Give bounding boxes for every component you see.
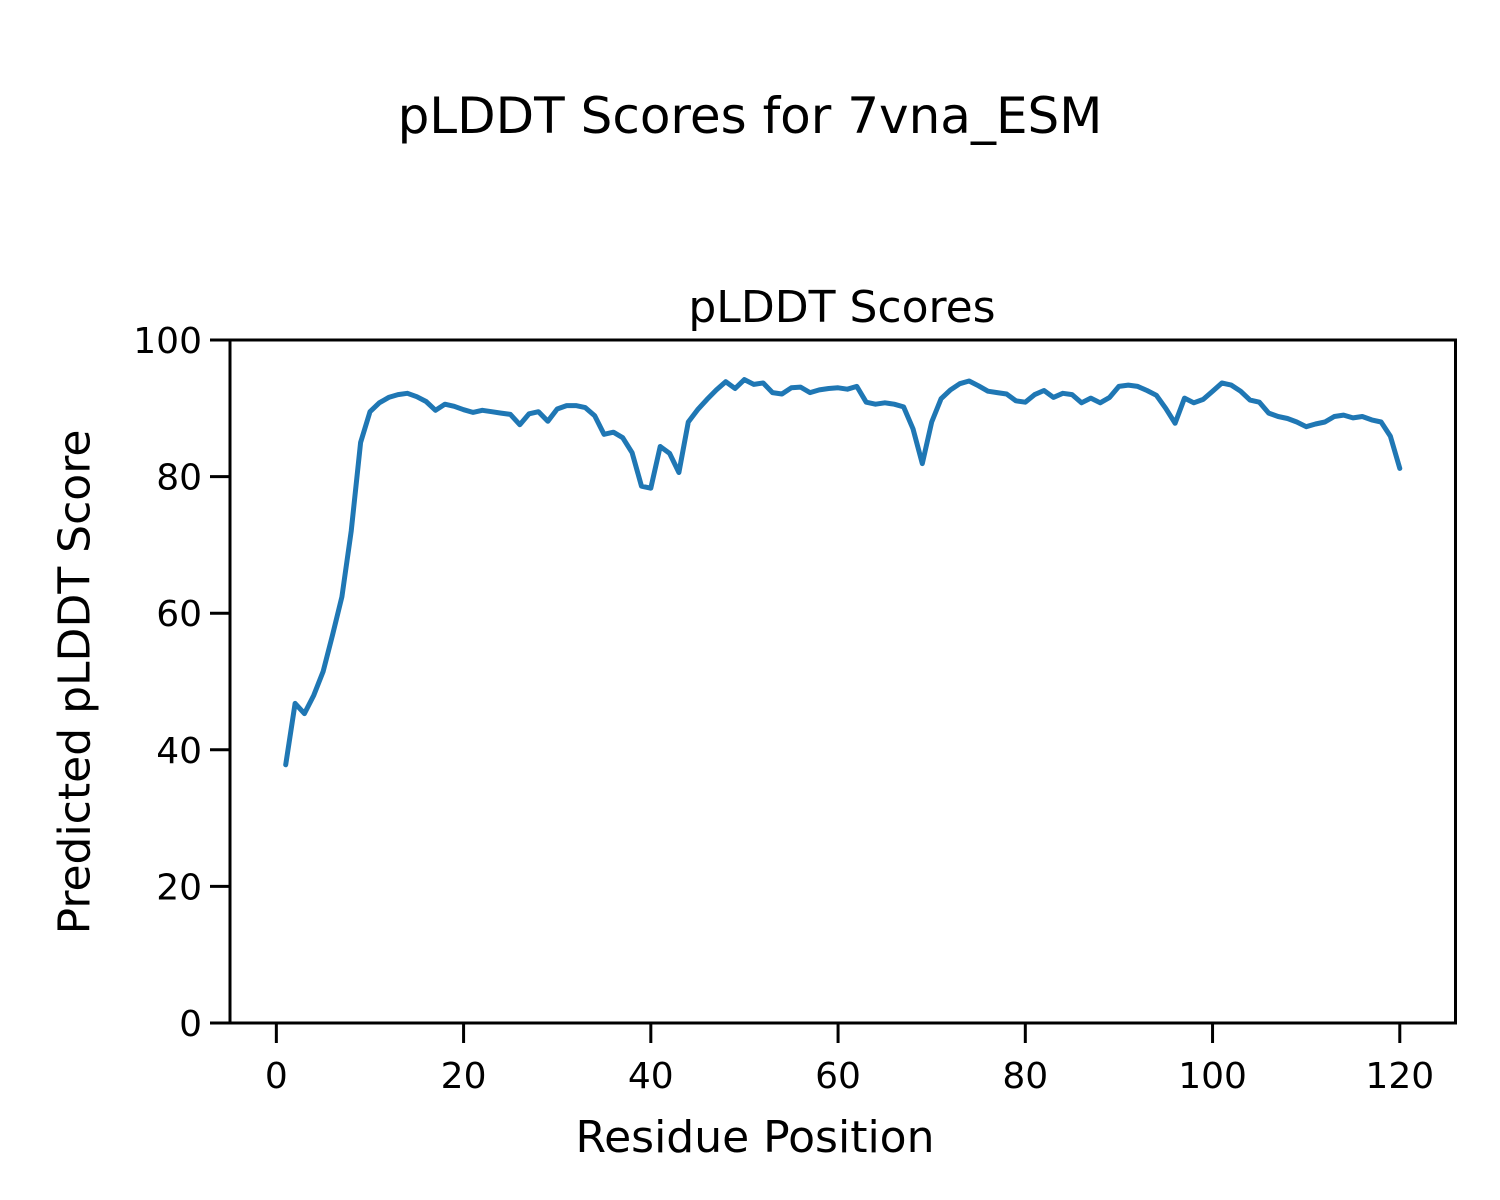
ticks-layer: 0 20 40 60 80 100 120 0 20 40 60 80 100 <box>133 321 1434 1097</box>
x-tick-label: 100 <box>1178 1056 1247 1097</box>
line-layer <box>283 377 1403 768</box>
x-tick-label: 0 <box>265 1056 288 1097</box>
plot-border <box>228 338 1457 1025</box>
x-tick-label: 60 <box>815 1056 861 1097</box>
x-axis-label: Residue Position <box>575 1112 934 1163</box>
y-tick-label: 100 <box>133 321 202 362</box>
y-tick-label: 40 <box>156 731 202 772</box>
axes-title: pLDDT Scores <box>688 282 995 333</box>
x-tick-label: 20 <box>441 1056 487 1097</box>
plddt-line <box>283 377 1403 768</box>
x-tick-label: 80 <box>1002 1056 1048 1097</box>
x-tick-label: 40 <box>628 1056 674 1097</box>
figure-title: pLDDT Scores for 7vna_ESM <box>398 87 1103 145</box>
y-tick-label: 60 <box>156 594 202 635</box>
x-tick-label: 120 <box>1365 1056 1434 1097</box>
y-axis-label: Predicted pLDDT Score <box>50 430 101 935</box>
y-tick-label: 80 <box>156 458 202 499</box>
y-tick-label: 20 <box>156 867 202 908</box>
y-tick-label: 0 <box>179 1004 202 1045</box>
